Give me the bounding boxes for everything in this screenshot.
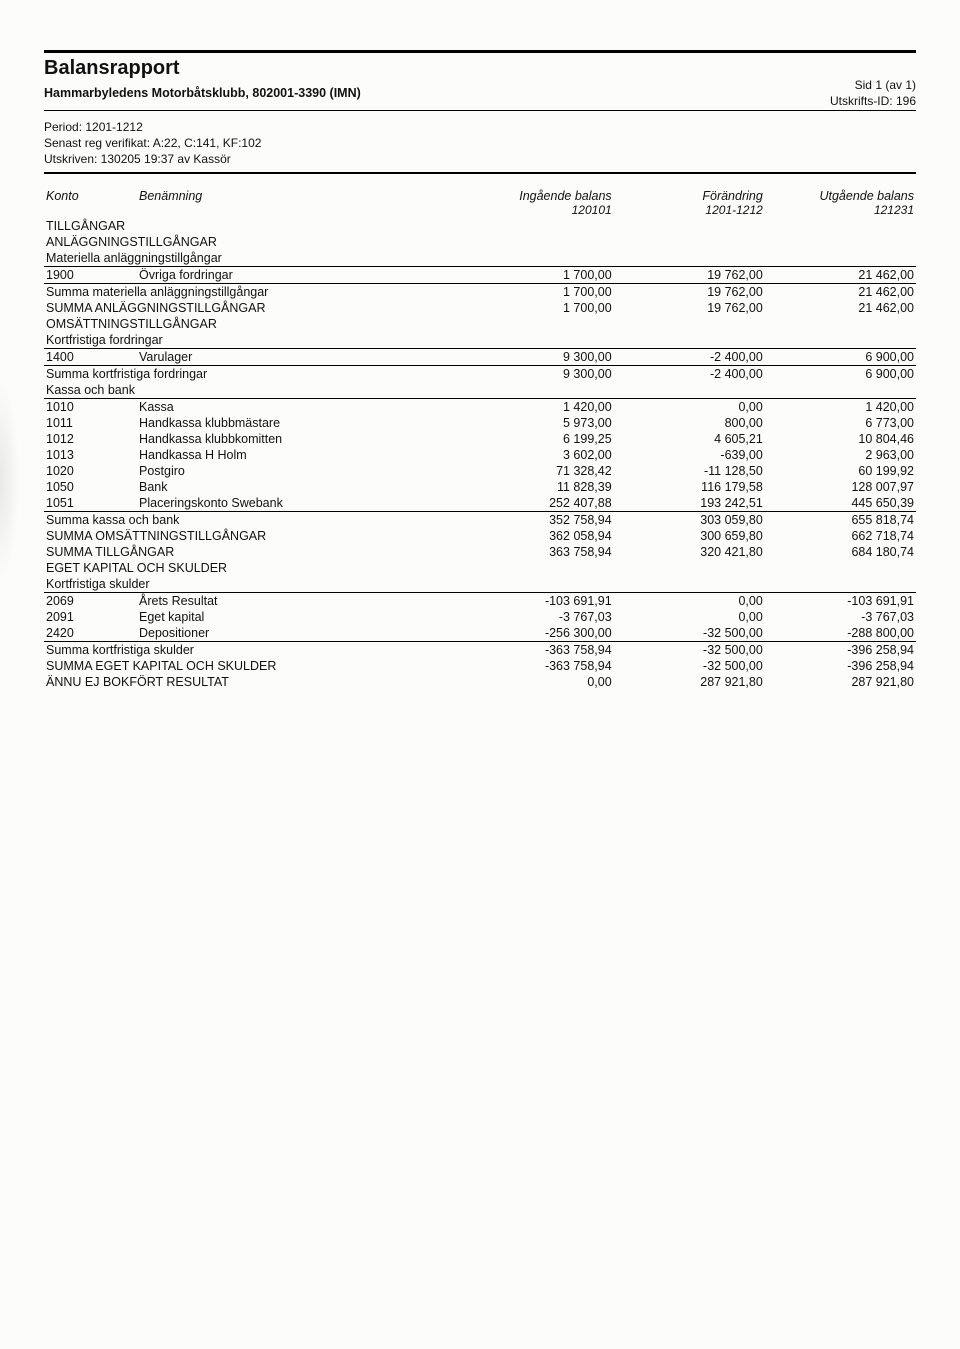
subhead-kassa-bank: Kassa och bank [44,382,916,399]
rule-meta [44,172,916,174]
row-1010: 1010 Kassa 1 420,00 0,00 1 420,00 [44,398,916,415]
hdr-konto: Konto [44,188,137,218]
section-tillgangar: TILLGÅNGAR [44,218,916,234]
page-label: Sid 1 (av 1) [830,78,916,92]
rule-subtitle [44,110,916,111]
report-table: Konto Benämning Ingående balans 120101 F… [44,188,916,690]
sum-anlaggning: SUMMA ANLÄGGNINGSTILLGÅNGAR 1 700,00 19 … [44,300,916,316]
row-2069: 2069 Årets Resultat -103 691,91 0,00 -10… [44,592,916,609]
sum-tillgangar: SUMMA TILLGÅNGAR 363 758,94 320 421,80 6… [44,544,916,560]
report-subtitle: Hammarbyledens Motorbåtsklubb, 802001-33… [44,86,361,100]
row-1900: 1900 Övriga fordringar 1 700,00 19 762,0… [44,266,916,283]
hdr-utg-sub: 121231 [874,203,914,217]
sum-kassa-bank: Summa kassa och bank 352 758,94 303 059,… [44,511,916,528]
subhead-mat-anlagg: Materiella anläggningstillgångar [44,250,916,267]
subhead-kort-fordr: Kortfristiga fordringar [44,332,916,349]
hdr-utg: Utgående balans [819,189,914,203]
hdr-benamning: Benämning [137,188,439,218]
row-1020: 1020 Postgiro 71 328,42 -11 128,50 60 19… [44,463,916,479]
hdr-for: Förändring [702,189,762,203]
meta-verifikat: Senast reg verifikat: A:22, C:141, KF:10… [44,135,916,151]
hdr-ing: Ingående balans [519,189,611,203]
header-right: Sid 1 (av 1) Utskrifts-ID: 196 [830,78,916,110]
row-1013: 1013 Handkassa H Holm 3 602,00 -639,00 2… [44,447,916,463]
row-2420: 2420 Depositioner -256 300,00 -32 500,00… [44,625,916,642]
row-ej-bokfort: ÄNNU EJ BOKFÖRT RESULTAT 0,00 287 921,80… [44,674,916,690]
row-1050: 1050 Bank 11 828,39 116 179,58 128 007,9… [44,479,916,495]
sum-omsattning: SUMMA OMSÄTTNINGSTILLGÅNGAR 362 058,94 3… [44,528,916,544]
row-2091: 2091 Eget kapital -3 767,03 0,00 -3 767,… [44,609,916,625]
subhead-kort-skuld: Kortfristiga skulder [44,576,916,593]
hdr-ing-sub: 120101 [572,203,612,217]
row-1400: 1400 Varulager 9 300,00 -2 400,00 6 900,… [44,348,916,365]
section-eget-skuld: EGET KAPITAL OCH SKULDER [44,560,916,576]
report-title: Balansrapport [44,57,361,80]
column-headers: Konto Benämning Ingående balans 120101 F… [44,188,916,218]
sum-eget-skuld: SUMMA EGET KAPITAL OCH SKULDER -363 758,… [44,658,916,674]
report-page: Balansrapport Hammarbyledens Motorbåtskl… [0,0,960,1349]
sum-mat-anlagg: Summa materiella anläggningstillgångar 1… [44,283,916,300]
row-1011: 1011 Handkassa klubbmästare 5 973,00 800… [44,415,916,431]
meta-period: Period: 1201-1212 [44,119,916,135]
sum-kort-skuld: Summa kortfristiga skulder -363 758,94 -… [44,641,916,658]
section-anlaggning: ANLÄGGNINGSTILLGÅNGAR [44,234,916,250]
meta-utskriven: Utskriven: 130205 19:37 av Kassör [44,151,916,167]
print-id: Utskrifts-ID: 196 [830,94,916,108]
row-1051: 1051 Placeringskonto Swebank 252 407,88 … [44,495,916,512]
header-bar: Balansrapport Hammarbyledens Motorbåtskl… [44,53,916,110]
meta-block: Period: 1201-1212 Senast reg verifikat: … [44,119,916,168]
sum-kort-fordr: Summa kortfristiga fordringar 9 300,00 -… [44,365,916,382]
hdr-for-sub: 1201-1212 [705,203,762,217]
scan-shadow [0,380,20,580]
row-1012: 1012 Handkassa klubbkomitten 6 199,25 4 … [44,431,916,447]
section-omsattning: OMSÄTTNINGSTILLGÅNGAR [44,316,916,332]
